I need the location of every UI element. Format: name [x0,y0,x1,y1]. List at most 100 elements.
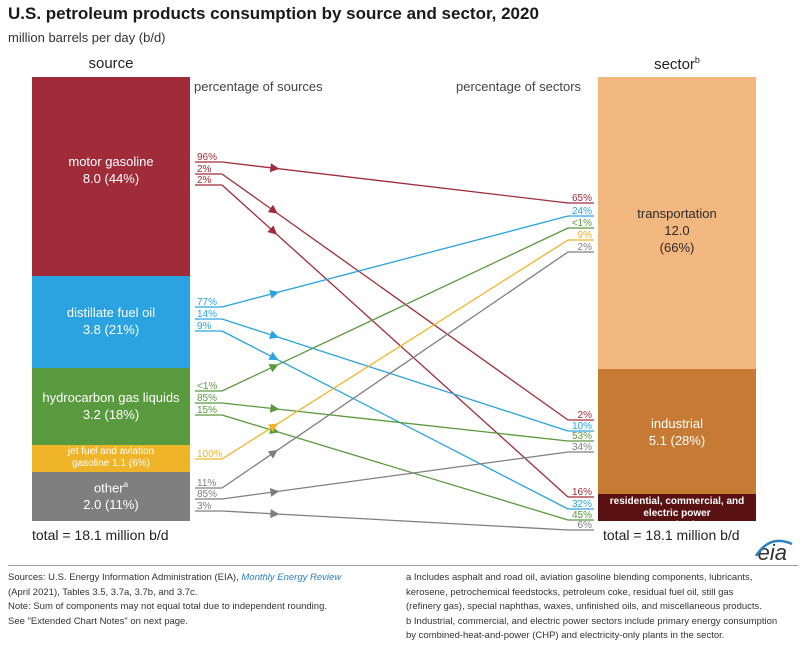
sector-value: 12.0 [664,222,690,238]
flow-line [221,215,569,308]
source-value: 1.1 (6%) [112,458,150,469]
pct-of-sector-label: 2% [578,242,593,253]
source-value: 2.0 (11%) [83,497,139,513]
chart-subtitle: million barrels per day (b/d) [8,30,166,45]
pct-of-source-label: 15% [197,405,217,416]
pct-of-source-label: 77% [197,297,217,308]
eia-logo-text: eia [757,540,787,565]
source-value: 8.0 (44%) [82,170,140,186]
source-name: distillate fuel oil [66,305,156,320]
sector-bar-transportation [598,77,756,369]
source-label-other: othera 2.0 (11%) [32,480,190,514]
pct-of-sector-label: 53% [572,431,592,442]
flow-line [221,414,569,521]
pct-of-source-label: 9% [197,321,212,332]
source-label-jet-fuel: jet fuel and aviation gasoline 1.1 (6%) [52,446,170,470]
footnote-line: b Industrial, commercial, and electric p… [406,615,778,627]
source-bar-jet-fuel [32,445,190,472]
footer-line: Sources: U.S. Energy Information Adminis… [8,571,341,586]
sector-bar-industrial [598,369,756,494]
pct-of-source-label: 2% [197,175,212,186]
sector-label-industrial: industrial 5.1 (28%) [598,416,756,450]
footer-text: Sources: U.S. Energy Information Adminis… [8,572,242,583]
source-label-hgl: hydrocarbon gas liquids 3.2 (18%) [32,390,190,424]
source-bar-other [32,472,190,521]
flow-line [221,402,569,442]
flow-arrowhead [269,403,280,413]
footnote-line: (refinery gas), special naphthas, waxes,… [406,601,762,612]
footer-line: Note: Sum of components may not equal to… [8,601,327,612]
pct-of-source-label: 14% [197,309,217,320]
flow-line [221,330,569,510]
flow-line [221,227,569,392]
sector-header-footnote: b [694,55,700,65]
source-name: jet fuel and aviation gasoline [67,446,155,469]
sector-name: industrial [650,416,704,431]
eia-logo: eia [754,539,793,566]
pct-of-source-label: 100% [197,449,223,460]
flow-line [221,510,569,531]
chart-title: U.S. petroleum products consumption by s… [8,4,539,23]
source-bar-distillate [32,276,190,368]
flow-arrowhead [269,487,280,497]
pct-of-source-label: 96% [197,152,217,163]
sector-label-residential: residential, commercial, and electric po… [598,496,756,532]
pct-of-source-label: 11% [197,478,216,489]
pct-of-sector-label: 65% [572,193,592,204]
eia-logo-arc [754,539,793,557]
pct-of-source-label: 85% [197,489,217,500]
footer-footnotes: a Includes asphalt and road oil, aviatio… [406,571,777,644]
flow-arrowhead [268,351,279,361]
source-name: othera [32,480,190,497]
pct-of-sector-label: 16% [572,487,592,498]
pct-of-sector-label: 10% [572,421,592,432]
flow-arrowhead [267,449,278,459]
source-name: motor gasoline [68,154,154,169]
sector-value: 1.1 (6%) [658,520,696,531]
source-name-text: other [93,480,124,496]
sector-total: total = 18.1 million b/d [603,527,740,543]
sector-share: (66%) [659,239,695,255]
sector-name: residential, commercial, and electric po… [609,496,745,519]
sector-bar-residential [598,494,756,521]
flow-arrowhead [268,364,279,373]
flow-line [221,251,569,489]
sector-pct-header: percentage of sectors [456,79,582,94]
footer-sources: Sources: U.S. Energy Information Adminis… [8,571,341,629]
pct-of-sector-label: <1% [572,218,592,229]
pct-of-source-label: 3% [197,501,212,512]
flow-arrowhead [269,330,280,339]
source-bar-hgl [32,368,190,445]
pct-of-sector-label: 2% [578,410,593,421]
source-value: 3.8 (21%) [82,321,140,337]
flow-line [221,318,569,432]
pct-of-sector-label: 24% [572,206,592,217]
flow-arrowhead [270,509,280,519]
footnote-line: a Includes asphalt and road oil, aviatio… [406,572,753,583]
footer-link[interactable]: Monthly Energy Review [241,572,342,583]
footer-line: See "Extended Chart Notes" on next page. [8,615,188,627]
flow-line [221,173,569,421]
footer-divider [8,565,798,566]
pct-of-sector-label: 9% [578,230,593,241]
source-total: total = 18.1 million b/d [32,527,169,543]
source-label-motor-gasoline: motor gasoline 8.0 (44%) [32,154,190,188]
flow-line [221,184,569,498]
flow-arrowhead [269,289,280,299]
footnote-line: by combined-heat-and-power (CHP) and ele… [406,630,725,641]
source-label-distillate: distillate fuel oil 3.8 (21%) [32,305,190,339]
pct-of-sector-label: 6% [578,520,593,531]
sector-header: sectorb [598,55,756,73]
flow-line [221,161,569,204]
footnote-line: kerosene, petrochemical feedstocks, petr… [406,586,734,598]
flow-line [221,239,569,460]
pct-of-source-label: 85% [197,393,217,404]
flow-arrowhead [268,423,279,433]
pct-of-sector-label: 45% [572,510,592,521]
flow-arrowhead [267,204,278,214]
sector-name: transportation [637,206,717,221]
source-name: hydrocarbon gas liquids [42,390,180,405]
flow-arrowhead [269,163,280,173]
source-footnote: a [123,480,129,489]
pct-of-source-label: 2% [197,164,212,175]
